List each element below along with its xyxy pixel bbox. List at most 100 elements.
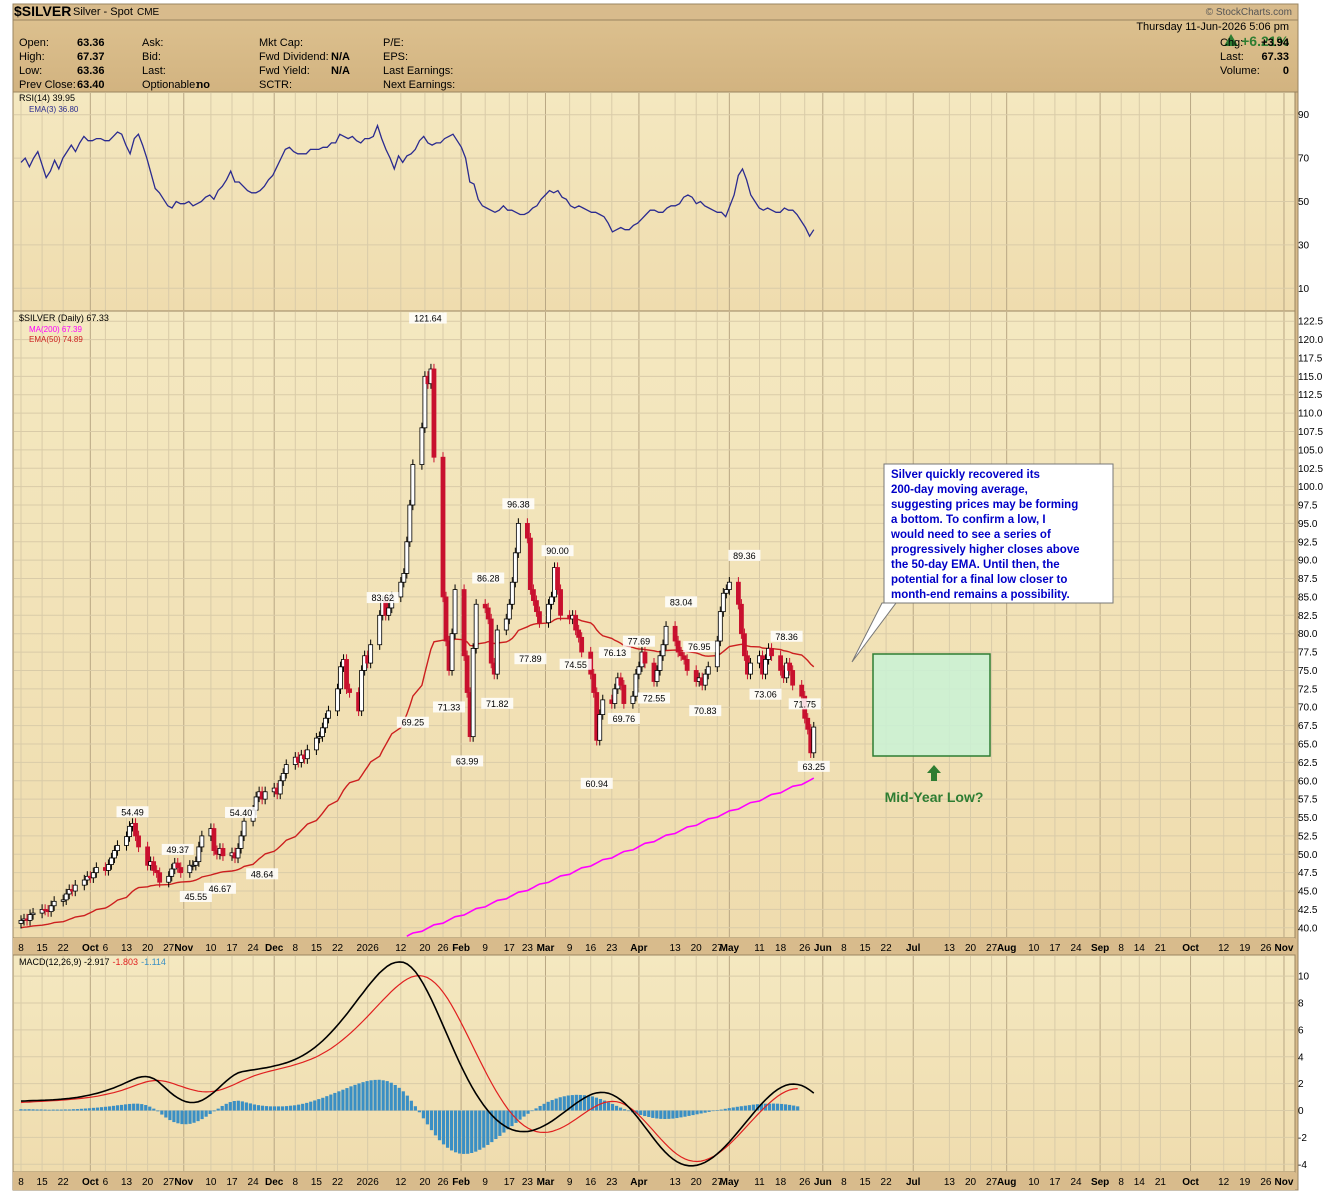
ma200-line [406, 777, 815, 937]
macd-histogram-bar [530, 1110, 534, 1112]
macd-histogram-bar [357, 1083, 361, 1111]
candle-body [262, 791, 268, 800]
macd-histogram-bar [695, 1110, 699, 1115]
date-tick-label: 8 [293, 943, 299, 954]
macd-histogram-bar [679, 1110, 683, 1118]
macd-histogram-bar [514, 1110, 518, 1123]
candle-body [799, 684, 805, 697]
candle-body [166, 875, 172, 883]
date-tick-label: 24 [1070, 1177, 1082, 1188]
candle-body [407, 504, 413, 543]
quote-label: SCTR: [259, 79, 292, 91]
macd-histogram-bar [148, 1106, 152, 1111]
price-label: 71.82 [486, 699, 509, 709]
date-tick-label: Aug [997, 1177, 1016, 1188]
y-tick-label: 45.0 [1298, 887, 1318, 898]
date-tick-label: Dec [265, 943, 284, 954]
y-tick-label: 4 [1298, 1052, 1304, 1063]
candle-body [663, 625, 669, 646]
candle-body [636, 666, 642, 675]
macd-histogram-bar [558, 1097, 562, 1111]
macd-histogram-bar [518, 1110, 522, 1120]
price-label: 86.28 [477, 574, 500, 584]
macd-histogram-bar [719, 1109, 723, 1111]
date-tick-label: 8 [18, 1177, 24, 1188]
candle-body [39, 909, 45, 914]
macd-histogram-bar [401, 1091, 405, 1111]
quote-value: 63.40 [77, 79, 105, 91]
candle-body [280, 772, 286, 782]
date-axis-strip-bottom [13, 1172, 1295, 1190]
quote-label: P/E: [383, 37, 404, 49]
candle-body [452, 589, 458, 635]
macd-histogram-bar [562, 1096, 566, 1111]
y-tick-label: 30 [1298, 240, 1310, 251]
date-tick-label: Jun [814, 1177, 832, 1188]
macd-histogram-bar [115, 1105, 120, 1111]
macd-histogram-bar [643, 1110, 647, 1117]
price-label: 69.76 [613, 714, 636, 724]
price-label: 54.49 [121, 807, 144, 817]
macd-histogram-bar [578, 1094, 582, 1111]
candle-body [175, 862, 181, 868]
date-tick-label: 8 [18, 943, 24, 954]
macd-histogram-bar [788, 1104, 792, 1111]
date-tick-label: Jul [906, 1177, 921, 1188]
date-tick-label: 18 [775, 943, 787, 954]
price-label: 72.55 [643, 693, 666, 703]
date-tick-label: Feb [452, 1177, 470, 1188]
candle-body [654, 670, 660, 682]
candle-body [338, 666, 343, 690]
y-tick-label: 95.0 [1298, 519, 1318, 530]
date-tick-label: 20 [965, 943, 977, 954]
ema50-line [20, 617, 815, 929]
price-label-bg [225, 806, 258, 818]
macd-histogram-bar [409, 1100, 413, 1111]
price-label-bg [665, 596, 698, 608]
date-tick-label: Nov [1275, 1177, 1294, 1188]
macd-histogram-bar [486, 1110, 490, 1145]
macd-histogram-bar [176, 1110, 180, 1124]
date-tick-label: 10 [1028, 943, 1040, 954]
y-tick-label: -4 [1298, 1160, 1307, 1171]
quote-label: Last: [1220, 51, 1244, 63]
date-tick-label: 8 [841, 943, 847, 954]
candle-body [241, 820, 247, 837]
candlesticks [18, 363, 817, 929]
candle-body [509, 581, 515, 605]
macd-histogram-bar [454, 1110, 458, 1153]
date-tick-label: 26 [1260, 943, 1272, 954]
date-tick-label: 27 [163, 1177, 175, 1188]
y-tick-label: 65.0 [1298, 739, 1318, 750]
macd-histogram-bar [586, 1095, 591, 1111]
date-tick-label: 8 [293, 1177, 299, 1188]
macd-histogram-bar [671, 1110, 675, 1119]
macd-histogram-bar [313, 1100, 317, 1111]
date-tick-label: 27 [163, 943, 175, 954]
candle-body [51, 900, 57, 907]
macd-histogram-bar [381, 1080, 385, 1111]
date-tick-label: Apr [630, 1177, 647, 1188]
macd-histogram-bar [429, 1110, 434, 1131]
rsi-axis: 10 30 50 70 90 [1298, 110, 1310, 295]
macd-histogram-bar [103, 1106, 108, 1111]
price-label: 83.62 [371, 593, 394, 603]
candle-body [27, 914, 33, 921]
candle-body [410, 464, 416, 506]
macd-histogram-bar [594, 1097, 599, 1111]
price-label: 121.64 [414, 314, 442, 324]
macd-histogram-bar [739, 1106, 743, 1111]
macd-histogram-bar [735, 1106, 739, 1111]
price-label-bg [580, 777, 613, 789]
price-label-bg [514, 653, 547, 665]
macd-histogram-bar [128, 1103, 132, 1111]
date-tick-label: 22 [881, 1177, 893, 1188]
macd-histogram-bar [47, 1109, 51, 1111]
y-tick-label: 42.5 [1298, 905, 1318, 916]
macd-histogram-bar [711, 1110, 715, 1112]
date-tick-label: Oct [1182, 1177, 1199, 1188]
date-tick-label: 22 [881, 943, 893, 954]
macd-histogram-bar [276, 1106, 281, 1111]
date-tick-label: 22 [332, 1177, 344, 1188]
